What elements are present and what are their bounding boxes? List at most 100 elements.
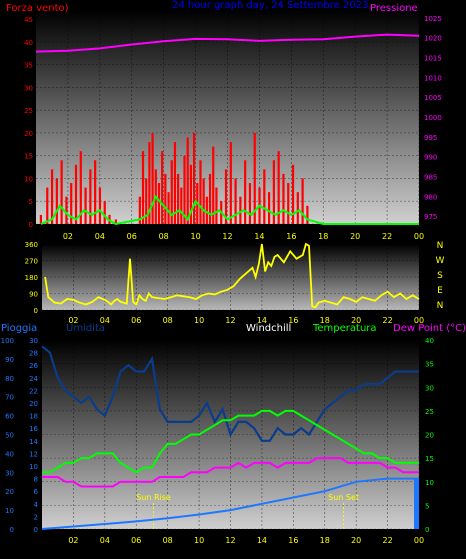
wind-bar	[272, 160, 275, 224]
pressure-tick-label: 1020	[424, 35, 442, 43]
x-tick-label: 08	[159, 232, 169, 241]
temperature-tick-label: 15	[425, 455, 434, 463]
wind-tick-label: 15	[24, 153, 33, 161]
wind-bar	[157, 183, 161, 224]
compass-label: N	[437, 301, 444, 311]
wind-bar	[84, 187, 87, 224]
pressure-tick-label: 1010	[424, 74, 442, 82]
pressure-tick-label: 1015	[424, 55, 442, 63]
humidity-tick-label: 10	[29, 463, 38, 471]
rain-tick-label: 100	[1, 337, 14, 345]
sunset-label: Sun Set	[328, 493, 359, 502]
rain-tick-label: 0	[10, 526, 14, 534]
pressure-tick-label: 980	[424, 193, 437, 201]
temperature-tick-label: 25	[425, 408, 434, 416]
wind-bar	[192, 132, 196, 224]
humidity-tick-label: 24	[29, 375, 38, 383]
wind-tick-label: 40	[24, 39, 33, 47]
x-tick-label: 06	[131, 536, 141, 545]
rain-tick-label: 80	[5, 375, 14, 383]
x-tick-label: 18	[318, 232, 328, 241]
wind-bar	[145, 178, 148, 224]
wind-bar	[202, 178, 205, 224]
wind-bar	[287, 183, 290, 224]
wind-bar	[167, 192, 170, 224]
x-tick-label: 02	[68, 316, 78, 325]
wind-bar	[55, 178, 58, 224]
wind-tick-label: 25	[24, 107, 33, 115]
rain-tick-label: 40	[5, 450, 14, 458]
x-tick-label: 02	[63, 232, 73, 241]
x-tick-label: 16	[286, 232, 296, 241]
direction-tick-label: 90	[29, 291, 38, 299]
temperature-legend: Temperatura	[312, 323, 377, 334]
humidity-tick-label: 28	[29, 350, 38, 358]
humidity-tick-label: 8	[34, 476, 38, 484]
compass-label: S	[437, 271, 443, 281]
rain-tick-label: 90	[5, 356, 14, 364]
x-tick-label: 14	[257, 316, 267, 325]
wind-bar	[215, 187, 218, 224]
pressure-tick-label: 1000	[424, 114, 442, 122]
wind-tick-label: 45	[24, 16, 33, 24]
x-tick-label: 18	[320, 536, 330, 545]
dewpoint-legend: Dew Point (°C)	[393, 323, 466, 334]
wind-bar	[151, 132, 154, 224]
wind-bar	[189, 164, 192, 224]
pressure-series-line	[35, 33, 420, 53]
temperature-tick-label: 5	[425, 502, 429, 510]
x-tick-label: 20	[351, 316, 361, 325]
x-tick-label: 20	[351, 536, 361, 545]
rain-tick-label: 60	[5, 413, 14, 421]
x-tick-label: 04	[100, 316, 110, 325]
temperature-tick-label: 10	[425, 479, 434, 487]
x-tick-label: 00	[414, 316, 424, 325]
wind-tick-label: 30	[24, 84, 33, 92]
wind-bar	[173, 142, 177, 224]
x-tick-label: 12	[222, 232, 232, 241]
x-tick-label: 22	[382, 232, 392, 241]
wind-bar	[161, 151, 164, 224]
x-tick-label: 14	[254, 232, 264, 241]
wind-bar	[234, 178, 237, 224]
wind-bar	[141, 151, 145, 224]
wind-bar	[89, 169, 92, 224]
wind-tick-label: 0	[29, 221, 33, 229]
wind-bar	[183, 155, 186, 224]
wind-bar	[291, 164, 295, 224]
chart-marks: 02 04 06 08 10 12 14 16 18 20 22 000510152025303540…	[1, 10, 445, 545]
wind-bar	[186, 137, 189, 224]
wind-bar	[70, 183, 73, 224]
wind-bar	[253, 132, 256, 224]
temperature-tick-label: 40	[425, 337, 434, 345]
x-tick-label: 12	[225, 536, 235, 545]
wind-bar	[205, 196, 208, 224]
gust-series-line	[40, 194, 419, 226]
humidity-tick-label: 6	[34, 488, 39, 496]
wind-bar	[208, 173, 212, 224]
wind-bar	[199, 160, 202, 224]
temperature-tick-label: 20	[425, 432, 434, 440]
wind-tick-label: 35	[24, 62, 33, 70]
rain-series-line	[41, 477, 419, 530]
x-tick-label: 20	[350, 232, 360, 241]
pressure-tick-label: 995	[424, 134, 437, 142]
x-tick-label: 06	[131, 316, 141, 325]
x-tick-label: 00	[414, 536, 424, 545]
direction-tick-label: 0	[34, 307, 38, 315]
wind-bar	[65, 196, 68, 224]
x-tick-label: 08	[163, 316, 173, 325]
temperature-series-line	[42, 409, 419, 474]
wind-tick-label: 10	[24, 175, 33, 183]
wind-bar	[103, 201, 106, 224]
x-tick-label: 16	[288, 316, 298, 325]
rain-tick-label: 70	[5, 394, 14, 402]
direction-series-line	[44, 242, 420, 309]
wind-bar	[79, 151, 82, 224]
x-tick-label: 10	[194, 316, 204, 325]
wind-bar	[296, 192, 299, 224]
wind-bar	[224, 169, 228, 224]
wind-bar	[248, 183, 252, 224]
humidity-tick-label: 14	[29, 438, 38, 446]
